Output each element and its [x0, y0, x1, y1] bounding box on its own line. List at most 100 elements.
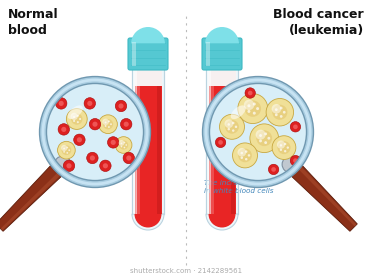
- Circle shape: [241, 157, 243, 159]
- Circle shape: [110, 123, 112, 125]
- Circle shape: [108, 137, 119, 148]
- Circle shape: [124, 122, 129, 127]
- FancyBboxPatch shape: [128, 38, 168, 70]
- Circle shape: [267, 137, 270, 140]
- FancyBboxPatch shape: [202, 38, 242, 70]
- Circle shape: [256, 130, 266, 140]
- Circle shape: [121, 143, 122, 144]
- Bar: [206, 42, 210, 66]
- Circle shape: [277, 141, 285, 149]
- Circle shape: [280, 144, 282, 146]
- Circle shape: [115, 100, 127, 112]
- Circle shape: [269, 164, 279, 175]
- Circle shape: [256, 130, 272, 146]
- Circle shape: [282, 156, 299, 172]
- Circle shape: [66, 109, 87, 129]
- Circle shape: [247, 104, 250, 107]
- Circle shape: [102, 119, 109, 125]
- Circle shape: [244, 100, 254, 110]
- Wedge shape: [208, 214, 235, 227]
- Circle shape: [119, 141, 128, 150]
- Circle shape: [71, 113, 83, 125]
- Circle shape: [79, 118, 81, 120]
- Bar: [206, 68, 238, 214]
- Circle shape: [124, 142, 125, 143]
- Circle shape: [244, 100, 261, 117]
- Circle shape: [108, 120, 110, 122]
- Circle shape: [259, 134, 262, 137]
- Circle shape: [61, 145, 71, 155]
- Circle shape: [66, 152, 68, 154]
- Bar: [209, 86, 214, 214]
- Circle shape: [55, 98, 67, 109]
- Circle shape: [272, 136, 296, 159]
- Circle shape: [250, 124, 279, 153]
- Circle shape: [206, 80, 310, 184]
- Bar: [132, 42, 136, 66]
- Text: Normal
blood: Normal blood: [8, 8, 59, 36]
- Circle shape: [84, 98, 96, 109]
- Circle shape: [61, 127, 66, 132]
- Circle shape: [123, 152, 135, 164]
- Circle shape: [61, 145, 67, 151]
- Circle shape: [59, 101, 64, 106]
- Bar: [135, 86, 140, 214]
- Circle shape: [253, 102, 256, 106]
- Circle shape: [225, 119, 233, 128]
- Circle shape: [228, 123, 230, 126]
- Ellipse shape: [68, 105, 83, 119]
- Circle shape: [286, 146, 289, 149]
- Circle shape: [272, 104, 281, 114]
- Circle shape: [103, 163, 108, 168]
- Bar: [135, 66, 161, 86]
- Circle shape: [245, 88, 256, 98]
- Circle shape: [110, 140, 116, 145]
- Circle shape: [87, 101, 92, 106]
- Circle shape: [225, 120, 239, 134]
- Ellipse shape: [231, 105, 246, 119]
- Circle shape: [99, 115, 117, 134]
- Circle shape: [121, 146, 122, 147]
- Polygon shape: [0, 169, 64, 230]
- Circle shape: [215, 137, 226, 148]
- Circle shape: [118, 103, 124, 109]
- Wedge shape: [206, 214, 238, 230]
- Circle shape: [63, 160, 75, 172]
- Circle shape: [105, 125, 106, 127]
- Circle shape: [105, 122, 106, 123]
- Circle shape: [63, 151, 65, 153]
- Circle shape: [284, 150, 286, 152]
- Circle shape: [280, 115, 283, 118]
- Circle shape: [259, 139, 262, 142]
- Bar: [208, 86, 235, 214]
- Circle shape: [77, 137, 82, 142]
- Circle shape: [248, 154, 250, 157]
- Circle shape: [126, 155, 131, 160]
- Text: shutterstock.com · 2142289561: shutterstock.com · 2142289561: [130, 268, 242, 274]
- Circle shape: [100, 160, 111, 172]
- Circle shape: [119, 140, 124, 146]
- Wedge shape: [205, 27, 239, 44]
- Circle shape: [90, 155, 95, 160]
- Wedge shape: [131, 27, 165, 44]
- Circle shape: [228, 128, 230, 130]
- Circle shape: [115, 137, 132, 153]
- Circle shape: [68, 149, 70, 151]
- Circle shape: [232, 129, 234, 132]
- Circle shape: [283, 111, 286, 114]
- Polygon shape: [0, 162, 65, 231]
- Circle shape: [103, 119, 113, 129]
- Bar: [157, 86, 160, 214]
- Circle shape: [74, 134, 85, 146]
- Circle shape: [58, 124, 70, 135]
- Circle shape: [266, 99, 294, 126]
- Circle shape: [241, 152, 243, 154]
- Polygon shape: [288, 162, 357, 231]
- Circle shape: [73, 116, 75, 118]
- Circle shape: [264, 141, 267, 144]
- Circle shape: [89, 118, 101, 130]
- Wedge shape: [132, 214, 164, 230]
- Circle shape: [284, 143, 286, 145]
- Circle shape: [245, 158, 247, 160]
- Circle shape: [271, 167, 276, 172]
